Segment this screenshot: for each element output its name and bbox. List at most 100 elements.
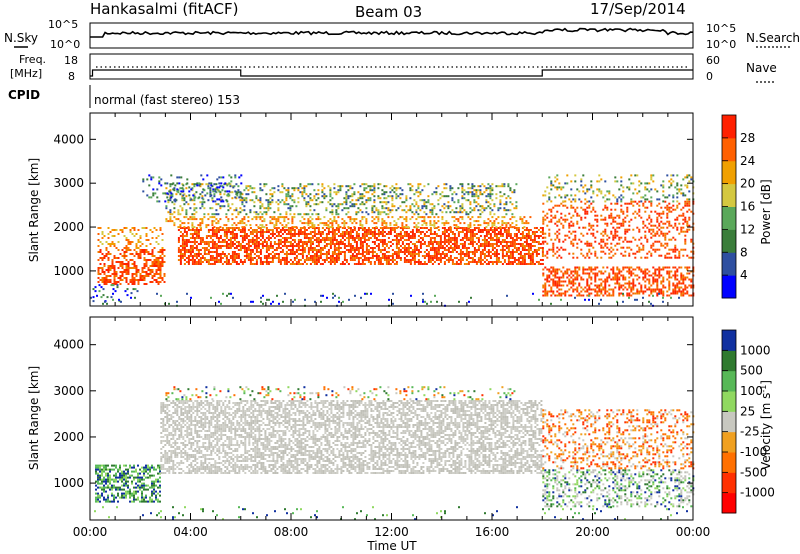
power-cell bbox=[193, 183, 196, 186]
power-cell bbox=[293, 239, 296, 241]
power-cell bbox=[261, 189, 264, 192]
power-cell bbox=[556, 276, 559, 279]
power-cell bbox=[427, 255, 430, 257]
power-cell bbox=[195, 218, 198, 221]
power-cell bbox=[359, 209, 362, 212]
power-cell bbox=[614, 276, 617, 279]
power-cell bbox=[161, 253, 164, 255]
power-cell bbox=[449, 185, 452, 188]
power-cell bbox=[604, 252, 607, 255]
power-cell bbox=[467, 199, 470, 202]
power-cell bbox=[355, 218, 358, 221]
power-cell bbox=[409, 189, 412, 192]
power-cell bbox=[223, 233, 226, 235]
power-cell bbox=[457, 253, 460, 255]
power-cell bbox=[507, 247, 510, 249]
power-cell bbox=[107, 269, 110, 271]
power-cell bbox=[582, 272, 585, 275]
power-cell bbox=[389, 229, 392, 231]
power-cell bbox=[347, 195, 350, 198]
power-cell bbox=[121, 229, 124, 231]
power-cell bbox=[485, 207, 488, 210]
power-cell bbox=[654, 274, 657, 277]
power-cell bbox=[133, 273, 136, 275]
power-cell bbox=[167, 211, 170, 214]
power-cell bbox=[205, 237, 208, 239]
power-cell bbox=[92, 288, 95, 291]
power-cell bbox=[220, 200, 223, 203]
power-cell bbox=[666, 270, 669, 273]
power-cell bbox=[612, 218, 615, 221]
power-cell bbox=[265, 237, 268, 239]
power-cell bbox=[245, 257, 248, 259]
power-cell bbox=[634, 292, 637, 295]
power-cell bbox=[662, 278, 665, 281]
power-cell bbox=[363, 203, 366, 206]
power-cell bbox=[495, 218, 498, 221]
power-cell bbox=[345, 233, 348, 235]
power-cell bbox=[179, 231, 182, 233]
power-cell bbox=[197, 263, 200, 265]
power-cell bbox=[660, 292, 663, 295]
power-cell bbox=[383, 239, 386, 241]
power-cell bbox=[113, 277, 116, 279]
power-cell bbox=[401, 189, 404, 192]
power-cell bbox=[461, 189, 464, 192]
power-cell bbox=[129, 259, 132, 261]
power-cell bbox=[668, 286, 671, 289]
power-cell bbox=[391, 257, 394, 259]
power-cell bbox=[161, 249, 164, 251]
power-cell bbox=[92, 296, 95, 299]
power-cell bbox=[129, 243, 132, 245]
power-cell bbox=[405, 259, 408, 261]
power-cell bbox=[285, 224, 288, 227]
power-cell bbox=[411, 203, 414, 206]
power-cell bbox=[159, 269, 162, 271]
power-cell bbox=[499, 229, 502, 231]
power-cell bbox=[347, 197, 350, 200]
power-cell bbox=[417, 183, 420, 186]
power-cell bbox=[351, 218, 354, 221]
power-cell bbox=[255, 211, 258, 214]
power-cell bbox=[143, 271, 146, 273]
power-cell bbox=[646, 268, 649, 271]
power-cell bbox=[429, 220, 432, 223]
power-cell bbox=[205, 226, 208, 229]
power-cell bbox=[337, 213, 340, 216]
power-cell bbox=[349, 243, 352, 245]
power-cell bbox=[517, 247, 520, 249]
power-cell bbox=[417, 191, 420, 194]
power-cell bbox=[495, 251, 498, 253]
power-cell bbox=[525, 241, 528, 243]
power-cell bbox=[193, 261, 196, 263]
power-cell bbox=[152, 188, 155, 191]
power-cell bbox=[646, 252, 649, 255]
power-cell bbox=[550, 248, 553, 251]
power-cell bbox=[245, 197, 248, 200]
power-cell bbox=[564, 214, 567, 217]
power-cell bbox=[279, 241, 282, 243]
power-cell bbox=[219, 191, 222, 194]
power-cell bbox=[491, 229, 494, 231]
power-cell bbox=[313, 229, 316, 231]
power-cell bbox=[515, 259, 518, 261]
power-cell bbox=[349, 257, 352, 259]
power-cell bbox=[105, 253, 108, 255]
power-cell bbox=[345, 249, 348, 251]
power-cell bbox=[335, 191, 338, 194]
power-cell bbox=[421, 243, 424, 245]
power-cell bbox=[371, 231, 374, 233]
power-cell bbox=[644, 284, 647, 287]
power-cell bbox=[556, 286, 559, 289]
power-cell bbox=[321, 239, 324, 241]
power-cell bbox=[479, 185, 482, 188]
power-cell bbox=[319, 235, 322, 237]
power-cell bbox=[594, 236, 597, 239]
power-cell bbox=[395, 253, 398, 255]
power-cell bbox=[349, 245, 352, 247]
power-cell bbox=[447, 257, 450, 259]
power-cell bbox=[103, 279, 106, 281]
power-cell bbox=[279, 191, 282, 194]
power-cell bbox=[481, 207, 484, 210]
power-cell bbox=[337, 224, 340, 227]
